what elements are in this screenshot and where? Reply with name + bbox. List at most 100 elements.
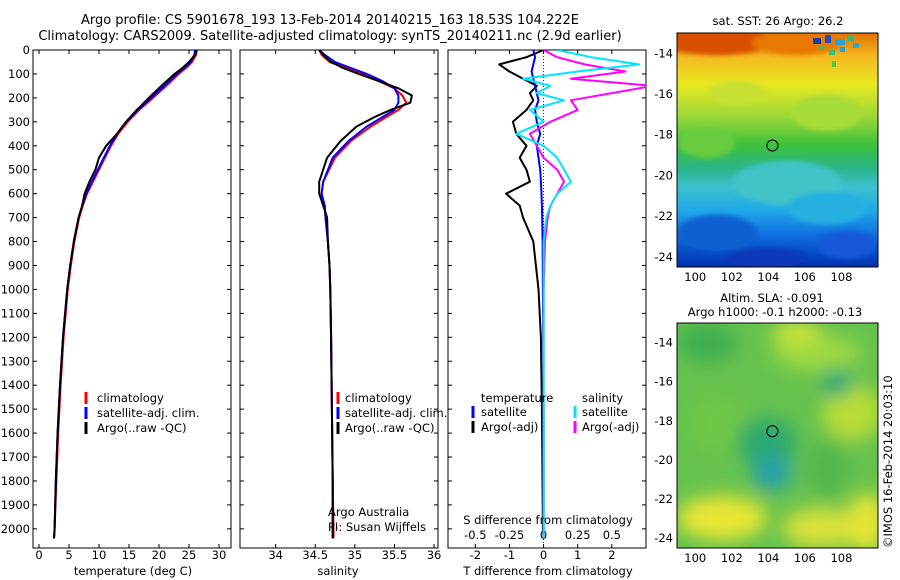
x-tick-label: 20 — [152, 548, 167, 562]
argo-annotation-line1: Argo Australia — [328, 505, 409, 519]
depth-tick-label: 1300 — [1, 354, 30, 368]
map-y-tick-label: -22 — [654, 209, 673, 223]
sla-map-title-line1: Altim. SLA: -0.091 — [720, 291, 824, 305]
salinity-satellite-difference-line — [515, 50, 641, 539]
difference-legend: temperature satellite Argo(-adj) salinit… — [471, 391, 639, 434]
legend-label-climatology: climatology — [345, 391, 412, 405]
legend-label-argo: Argo(..raw -QC) — [345, 421, 435, 435]
x-tick-label: 0 — [35, 548, 42, 562]
map-y-tick-label: -16 — [654, 375, 673, 389]
sst-map-title: sat. SST: 26 Argo: 26.2 — [713, 14, 844, 28]
x-tick-label: 36 — [427, 548, 442, 562]
depth-tick-label: 800 — [8, 235, 30, 249]
sla-argo-marker — [766, 425, 779, 438]
t-difference-axis-title: T difference from climatology — [462, 564, 633, 578]
legend-label-sal-satellite: satellite — [582, 405, 628, 419]
sst-argo-marker — [766, 139, 779, 152]
legend-label-temp-satellite: satellite — [481, 405, 527, 419]
map-y-tick-label: -20 — [654, 168, 673, 182]
s-difference-axis-title: S difference from climatology — [463, 513, 633, 527]
legend-label-satellite: satellite-adj. clim. — [97, 406, 199, 420]
legend-heading-salinity: salinity — [582, 391, 623, 405]
salinity-plot-frame — [239, 49, 439, 549]
title-line-2: Climatology: CARS2009. Satellite-adjuste… — [38, 29, 622, 44]
s-diff-tick-label: 0.5 — [603, 528, 621, 542]
map-x-tick-label: 104 — [757, 270, 779, 284]
x-tick-label: 34.5 — [302, 548, 328, 562]
x-tick-label: 30 — [212, 548, 227, 562]
s-diff-tick-label: -0.5 — [464, 528, 486, 542]
temperature-plot-frame — [32, 49, 232, 549]
s-diff-tick-label: 0.25 — [565, 528, 591, 542]
sla-map-title-line2: Argo h1000: -0.1 h2000: -0.13 — [688, 305, 862, 319]
legend-label-climatology: climatology — [97, 391, 164, 405]
map-x-tick-label: 108 — [830, 551, 852, 565]
depth-tick-label: 500 — [8, 163, 30, 177]
depth-tick-label: 1400 — [1, 378, 30, 392]
x-tick-label: 34 — [268, 548, 283, 562]
map-y-tick-label: -18 — [654, 414, 673, 428]
salinity-legend: climatology satellite-adj. clim. Argo(..… — [336, 391, 447, 435]
legend-heading-temperature: temperature — [481, 391, 553, 405]
depth-tick-label: 1700 — [1, 450, 30, 464]
depth-tick-label: 2000 — [1, 522, 30, 536]
sst-map — [676, 32, 879, 268]
depth-tick-label: 1900 — [1, 498, 30, 512]
legend-label-temp-argo: Argo(-adj) — [481, 420, 538, 434]
map-y-tick-label: -18 — [654, 128, 673, 142]
sla-map — [676, 322, 879, 549]
depth-tick-label: 1200 — [1, 330, 30, 344]
map-x-tick-label: 100 — [684, 270, 706, 284]
x-tick-label: -2 — [470, 548, 481, 562]
x-tick-label: 35 — [348, 548, 363, 562]
difference-plot-frame — [447, 49, 647, 549]
title-line-1: Argo profile: CS 5901678_193 13-Feb-2014… — [80, 13, 580, 28]
depth-tick-label: 900 — [8, 258, 30, 272]
salinity-argo-line — [318, 50, 413, 539]
depth-tick-label: 100 — [8, 67, 30, 81]
depth-tick-label: 1800 — [1, 474, 30, 488]
x-tick-label: 5 — [65, 548, 72, 562]
map-x-tick-label: 102 — [721, 551, 743, 565]
depth-tick-label: 1600 — [1, 426, 30, 440]
x-tick-label: 25 — [182, 548, 197, 562]
x-tick-label: 35.5 — [382, 548, 408, 562]
map-y-tick-label: -24 — [654, 250, 673, 264]
x-tick-label: -1 — [504, 548, 515, 562]
map-y-tick-label: -20 — [654, 453, 673, 467]
depth-tick-label: 300 — [8, 115, 30, 129]
map-x-tick-label: 102 — [721, 270, 743, 284]
depth-tick-label: 1500 — [1, 402, 30, 416]
map-x-tick-label: 108 — [830, 270, 852, 284]
depth-tick-label: 200 — [8, 91, 30, 105]
depth-tick-label: 1000 — [1, 282, 30, 296]
temperature-argo-difference-line — [498, 50, 545, 539]
map-x-tick-label: 104 — [757, 551, 779, 565]
depth-tick-label: 0 — [23, 43, 30, 57]
depth-tick-label: 700 — [8, 211, 30, 225]
map-y-tick-label: -16 — [654, 87, 673, 101]
salinity-axis-title: salinity — [317, 564, 358, 578]
imos-credit: ©IMOS 16-Feb-2014 20:03:10 — [881, 375, 895, 548]
argo-annotation-line2: PI: Susan Wijffels — [328, 520, 426, 534]
map-x-tick-label: 106 — [794, 551, 816, 565]
map-x-tick-label: 106 — [794, 270, 816, 284]
x-tick-label: 2 — [608, 548, 615, 562]
s-diff-tick-label: -0.25 — [495, 528, 525, 542]
x-tick-label: 15 — [122, 548, 137, 562]
salinity-argo-difference-line — [528, 50, 646, 539]
depth-tick-label: 400 — [8, 139, 30, 153]
x-tick-label: 0 — [540, 548, 547, 562]
x-tick-label: 1 — [574, 548, 581, 562]
temperature-legend: climatology satellite-adj. clim. Argo(..… — [84, 391, 199, 435]
temperature-axis-title: temperature (deg C) — [74, 564, 192, 578]
legend-label-satellite: satellite-adj. clim. — [345, 406, 447, 420]
x-tick-label: 10 — [92, 548, 107, 562]
map-y-tick-label: -24 — [654, 531, 673, 545]
map-x-tick-label: 100 — [684, 551, 706, 565]
map-y-tick-label: -22 — [654, 492, 673, 506]
map-y-tick-label: -14 — [654, 336, 673, 350]
legend-label-argo: Argo(..raw -QC) — [97, 421, 187, 435]
temperature-argo-line — [53, 50, 198, 539]
